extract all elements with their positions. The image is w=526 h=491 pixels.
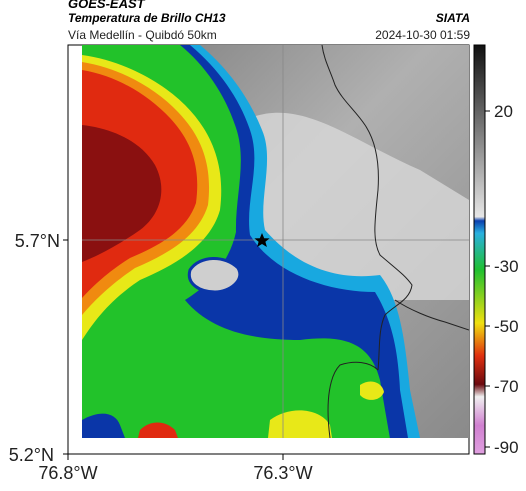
red-cloud-cell [138,422,178,438]
colorbar-tick-label: -70 [494,377,519,396]
colorbar [473,44,486,455]
route-subtitle: Vía Medellín - Quibdó 50km [68,28,217,42]
colorbar-tick-label: -30 [494,257,519,276]
colorbar-tick-label: 20 [494,102,513,121]
x-tick-label: 76.8°W [38,463,97,483]
department-border-south [327,361,379,438]
timestamp: 2024-10-30 01:59 [375,28,470,42]
blue-cloud-cell [82,413,125,438]
cold-core-region [82,125,162,262]
clear-hole [187,257,242,294]
yellow-cloud-cell [268,410,332,438]
product-title: Temperatura de Brillo CH13 [68,11,226,25]
satellite-label: GOES-EAST [68,0,145,11]
y-tick-label: 5.2°N [9,445,54,465]
yellow-cloud-cell-east [360,381,384,400]
department-border-east [321,45,413,371]
star-marker [254,233,270,247]
high-cloud-haze [245,112,469,300]
agency-label: SIATA [435,11,470,25]
department-border-northeast [394,299,469,331]
x-tick-label: 76.3°W [253,463,312,483]
colorbar-tick-label: -90 [494,438,519,457]
y-tick-label: 5.7°N [15,231,60,251]
colorbar-tick-label: -50 [494,317,519,336]
